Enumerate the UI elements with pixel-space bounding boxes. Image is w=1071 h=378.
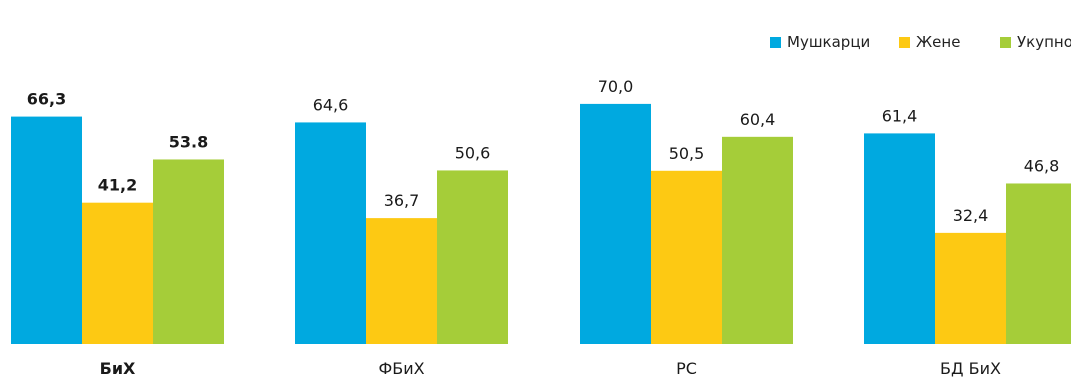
value-label-укупно-2: 60,4 <box>740 110 776 129</box>
value-label-мушкарци-1: 64,6 <box>313 95 349 114</box>
bar-жене-1 <box>366 218 437 344</box>
value-label-мушкарци-3: 61,4 <box>882 106 918 125</box>
legend: Мушкарци Жене Укупно <box>770 33 1071 51</box>
value-label-укупно-1: 50,6 <box>455 143 491 162</box>
bar-укупно-0 <box>153 159 224 344</box>
legend-swatch-укупно <box>1000 37 1011 48</box>
bar-мушкарци-3 <box>864 133 935 344</box>
bar-жене-2 <box>651 170 722 344</box>
category-label-1: ФБиХ <box>378 359 424 378</box>
bar-укупно-2 <box>722 136 793 344</box>
value-label-мушкарци-2: 70,0 <box>598 77 634 96</box>
legend-label-мушкарци: Мушкарци <box>787 33 870 51</box>
value-label-жене-0: 41,2 <box>98 176 137 195</box>
value-label-укупно-3: 46,8 <box>1024 156 1060 175</box>
bar-мушкарци-0 <box>11 116 82 344</box>
bar-жене-0 <box>82 202 153 344</box>
category-label-2: РС <box>676 359 697 378</box>
bar-жене-3 <box>935 232 1006 344</box>
category-label-3: БД БиХ <box>940 359 1001 378</box>
category-labels-group: БиХ ФБиХ РС БД БиХ <box>100 359 1001 378</box>
bar-мушкарци-2 <box>580 103 651 345</box>
value-label-жене-3: 32,4 <box>953 206 989 225</box>
legend-swatch-мушкарци <box>770 37 781 48</box>
value-labels-group: 66,3 41,2 53.8 64,6 36,7 50,6 70,0 50,5 60,4 61,4… <box>27 77 1060 225</box>
value-label-мушкарци-0: 66,3 <box>27 90 66 109</box>
value-label-жене-2: 50,5 <box>669 144 705 163</box>
category-label-0: БиХ <box>100 359 136 378</box>
legend-label-укупно: Укупно <box>1017 33 1071 51</box>
bar-укупно-1 <box>437 170 508 344</box>
value-label-жене-1: 36,7 <box>384 191 420 210</box>
bar-укупно-3 <box>1006 183 1071 344</box>
bars-group <box>11 103 1071 345</box>
value-label-укупно-0: 53.8 <box>169 132 208 151</box>
legend-swatch-жене <box>899 37 910 48</box>
bar-мушкарци-1 <box>295 122 366 344</box>
legend-label-жене: Жене <box>916 33 960 51</box>
